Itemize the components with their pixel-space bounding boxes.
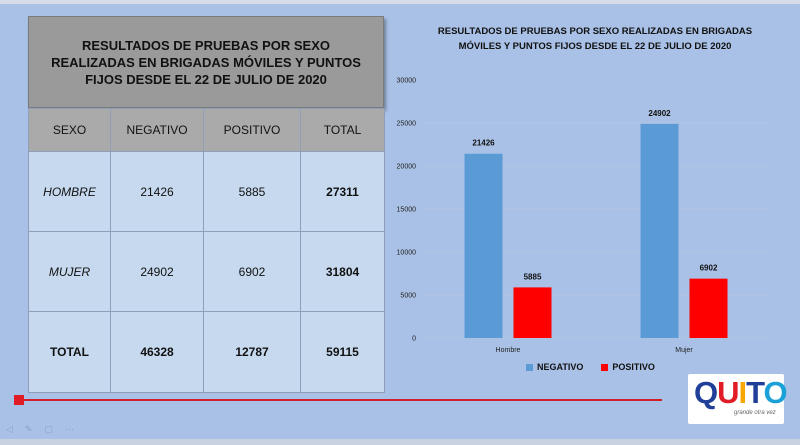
cell-total: 31804 <box>300 231 385 312</box>
y-tick-label: 15000 <box>397 207 417 214</box>
chart-legend: NEGATIVO POSITIVO <box>526 362 655 372</box>
cell-positivo: 5885 <box>203 151 301 232</box>
y-tick-label: 20000 <box>397 164 417 171</box>
cell-total: 59115 <box>300 311 385 393</box>
frame-top-edge <box>0 0 800 4</box>
table-header-row: SEXO NEGATIVO POSITIVO TOTAL <box>28 108 385 152</box>
back-icon[interactable]: ◁ <box>6 424 13 434</box>
data-label: 5885 <box>524 272 542 281</box>
data-label: 21426 <box>472 139 495 148</box>
table-row-hombre: HOMBRE 21426 5885 27311 <box>28 151 385 232</box>
results-table-panel: RESULTADOS DE PRUEBAS POR SEXO REALIZADA… <box>28 16 385 393</box>
logo-letter: T <box>746 375 764 410</box>
video-progress-bar[interactable] <box>14 399 662 401</box>
table-row-mujer: MUJER 24902 6902 31804 <box>28 231 385 312</box>
cell-total: 27311 <box>300 151 385 232</box>
logo-letter: O <box>763 375 788 410</box>
header-sexo: SEXO <box>28 108 111 152</box>
header-positivo: POSITIVO <box>203 108 301 152</box>
logo-letter: U <box>717 375 739 410</box>
frame-bottom-edge <box>0 439 800 445</box>
cell-negativo: 24902 <box>110 231 204 312</box>
legend-label-positivo: POSITIVO <box>612 362 655 372</box>
y-tick-label: 5000 <box>400 293 416 300</box>
legend-swatch-negativo <box>526 363 533 371</box>
legend-swatch-positivo <box>601 363 609 371</box>
cell-positivo: 12787 <box>203 311 301 393</box>
logo-wordmark: QUITO <box>694 375 788 411</box>
cell-sexo: MUJER <box>28 231 111 312</box>
player-controls: ◁ ✎ ▢ ⋯ <box>6 424 74 435</box>
cell-negativo: 21426 <box>110 151 204 232</box>
more-icon[interactable]: ⋯ <box>64 424 74 434</box>
edit-icon[interactable]: ✎ <box>24 424 33 434</box>
x-tick-label: Hombre <box>496 347 521 354</box>
logo-tagline: grande otra vez <box>734 410 776 416</box>
bar-negativo-hombre <box>464 153 503 338</box>
x-tick-label: Mujer <box>675 347 693 354</box>
cell-sexo: TOTAL <box>28 311 111 393</box>
results-table: SEXO NEGATIVO POSITIVO TOTAL HOMBRE 2142… <box>28 108 385 393</box>
cell-sexo: HOMBRE <box>28 151 111 232</box>
legend-item-negativo: NEGATIVO <box>526 362 583 372</box>
table-title: RESULTADOS DE PRUEBAS POR SEXO REALIZADA… <box>28 16 384 108</box>
y-tick-label: 30000 <box>397 78 417 85</box>
y-tick-label: 25000 <box>397 121 417 128</box>
cell-positivo: 6902 <box>203 231 301 312</box>
header-total: TOTAL <box>300 108 385 152</box>
legend-label-negativo: NEGATIVO <box>537 362 584 372</box>
legend-item-positivo: POSITIVO <box>601 362 655 372</box>
bar-negativo-mujer <box>640 123 679 338</box>
data-label: 6902 <box>700 264 718 273</box>
logo-letter: I <box>738 375 748 410</box>
video-progress-handle[interactable] <box>14 395 24 405</box>
quito-logo: QUITO grande otra vez <box>688 374 788 424</box>
gallery-icon[interactable]: ▢ <box>44 424 53 434</box>
logo-letter: Q <box>694 375 718 410</box>
data-label: 24902 <box>648 109 671 118</box>
bar-chart: 0 5000 10000 15000 20000 25000 30000 21426 5885 H… <box>397 78 772 354</box>
y-tick-label: 0 <box>412 336 416 343</box>
chart-title: RESULTADOS DE PRUEBAS POR SEXO REALIZADA… <box>437 26 753 52</box>
header-negativo: NEGATIVO <box>110 108 204 152</box>
bar-positivo-mujer <box>689 278 728 338</box>
bar-positivo-hombre <box>513 287 552 338</box>
y-tick-label: 10000 <box>397 250 417 257</box>
cell-negativo: 46328 <box>110 311 204 393</box>
table-row-total: TOTAL 46328 12787 59115 <box>28 311 385 393</box>
